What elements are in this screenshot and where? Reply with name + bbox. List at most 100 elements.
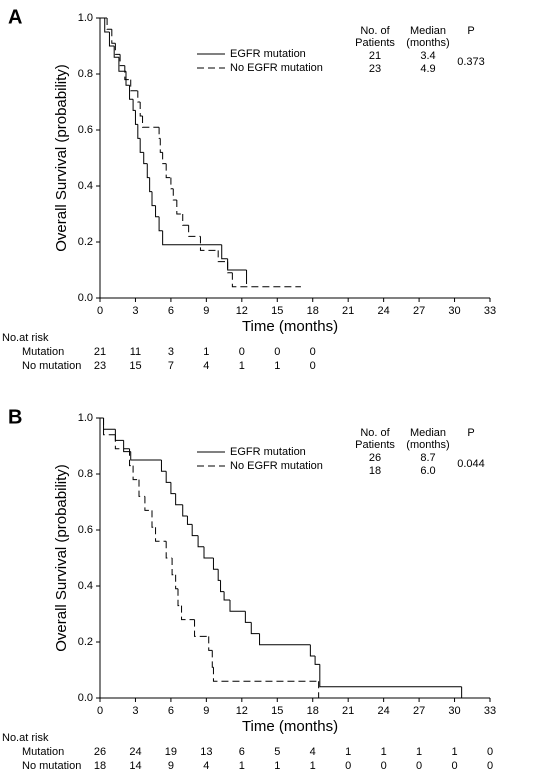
survival-step	[165, 163, 171, 179]
survival-step	[151, 510, 156, 528]
survival-step	[159, 138, 163, 153]
survival-step	[155, 205, 160, 218]
x-tick-label: 0	[97, 705, 103, 717]
legend-label: EGFR mutation	[230, 446, 306, 458]
table-cell: 18	[369, 465, 381, 477]
survival-step	[181, 605, 195, 621]
survival-step	[129, 448, 134, 467]
risk-count: 1	[239, 760, 245, 772]
table-header: Median	[410, 25, 446, 37]
table-header: No. of	[360, 427, 390, 439]
risk-count: 0	[487, 746, 493, 758]
survival-step	[199, 236, 219, 251]
x-tick-label: 15	[271, 305, 283, 317]
risk-count: 26	[94, 746, 106, 758]
survival-step	[158, 127, 161, 139]
survival-step	[139, 102, 143, 117]
survival-step	[250, 622, 260, 635]
x-tick-label: 3	[132, 305, 138, 317]
y-tick-label: 0.2	[78, 636, 93, 648]
x-tick-label: 12	[236, 305, 248, 317]
survival-step	[162, 152, 167, 165]
x-tick-label: 24	[378, 705, 390, 717]
survival-step	[244, 611, 252, 623]
survival-step	[132, 465, 139, 481]
survival-step	[176, 200, 183, 215]
survival-step	[162, 230, 222, 246]
survival-step	[132, 99, 136, 111]
y-tick-label: 0.2	[78, 236, 93, 248]
table-cell: 26	[369, 452, 381, 464]
survival-step	[111, 29, 116, 44]
survival-step	[211, 650, 214, 668]
y-tick-label: 1.0	[78, 412, 93, 424]
y-tick-label: 0.6	[78, 124, 93, 136]
risk-row-name: Mutation	[22, 346, 64, 358]
table-header: P	[467, 25, 474, 37]
y-axis-label: Overall Survival (probability)	[53, 464, 70, 652]
survival-step	[103, 418, 116, 430]
survival-step	[188, 225, 201, 237]
survival-step	[123, 440, 131, 453]
survival-step	[149, 177, 152, 193]
risk-count: 3	[168, 346, 174, 358]
table-cell: 23	[369, 63, 381, 75]
survival-step	[208, 636, 213, 651]
x-tick-label: 3	[132, 705, 138, 717]
survival-step	[259, 633, 311, 646]
risk-count: 6	[239, 746, 245, 758]
survival-step	[114, 429, 124, 441]
risk-count: 11	[130, 346, 141, 358]
survival-step	[319, 664, 462, 688]
x-tick-label: 18	[307, 705, 319, 717]
survival-step	[191, 524, 199, 537]
risk-count: 0	[451, 760, 457, 772]
y-tick-label: 0.8	[78, 68, 93, 80]
survival-step	[125, 71, 130, 86]
survival-step	[143, 152, 148, 165]
legend-label: No EGFR mutation	[230, 460, 323, 472]
x-axis-label: Time (months)	[242, 718, 338, 735]
y-tick-label: 0.0	[78, 292, 93, 304]
survival-step	[171, 558, 176, 576]
survival-step	[182, 504, 188, 517]
risk-count: 0	[274, 346, 280, 358]
survival-step	[182, 214, 189, 226]
survival-step	[139, 138, 144, 153]
risk-count: 14	[129, 760, 141, 772]
x-axis-label: Time (months)	[242, 318, 338, 335]
y-tick-label: 1.0	[78, 12, 93, 24]
risk-count: 5	[274, 746, 280, 758]
survival-step	[212, 667, 319, 682]
risk-row-name: No mutation	[22, 360, 81, 372]
x-tick-label: 12	[236, 705, 248, 717]
survival-step	[165, 471, 171, 483]
survival-step	[106, 18, 112, 30]
survival-step	[197, 535, 204, 548]
survival-step	[113, 46, 119, 58]
table-cell: 21	[369, 50, 381, 62]
y-tick-label: 0.0	[78, 692, 93, 704]
risk-count: 23	[94, 360, 106, 372]
survival-step	[186, 516, 193, 525]
risk-count: 21	[94, 346, 106, 358]
survival-step	[203, 546, 214, 559]
survival-step	[151, 191, 156, 207]
x-tick-label: 33	[484, 305, 496, 317]
survival-step	[160, 460, 167, 472]
risk-count: 1	[451, 746, 457, 758]
x-tick-label: 30	[448, 305, 460, 317]
survival-step	[314, 656, 320, 665]
risk-count: 1	[274, 360, 280, 372]
survival-step	[114, 434, 130, 450]
risk-count: 0	[310, 360, 316, 372]
survival-step	[103, 418, 116, 436]
risk-count: 0	[381, 760, 387, 772]
risk-count: 7	[168, 360, 174, 372]
survival-step	[194, 619, 209, 637]
risk-count: 0	[345, 760, 351, 772]
survival-step	[309, 644, 316, 657]
table-header: (months)	[406, 37, 449, 49]
table-cell: 6.0	[420, 465, 435, 477]
